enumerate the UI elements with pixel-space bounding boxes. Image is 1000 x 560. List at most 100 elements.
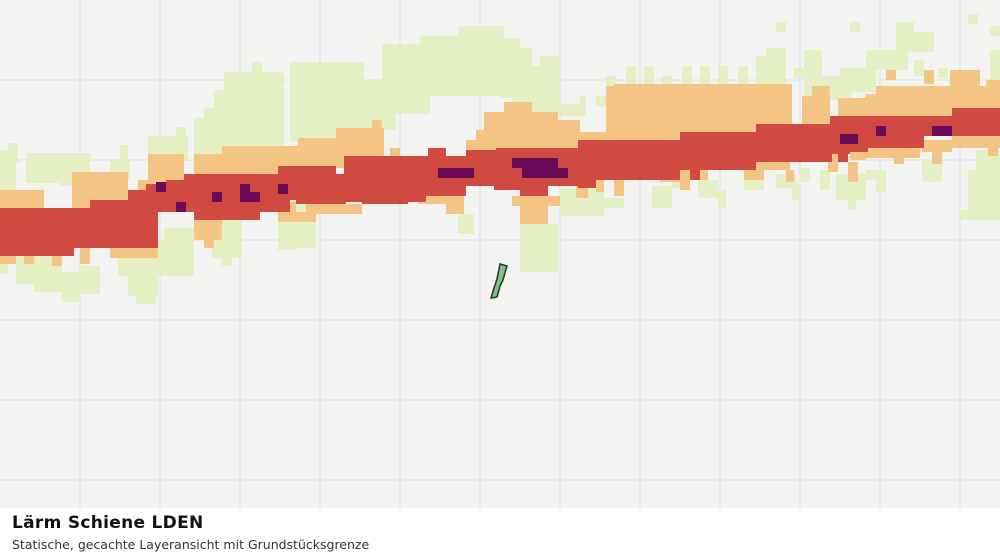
noise-cell-core — [876, 126, 886, 136]
noise-cell-outer — [866, 50, 908, 70]
noise-cell-mid — [504, 102, 532, 112]
noise-cell-outer — [214, 90, 284, 150]
noise-cell-mid — [950, 70, 980, 86]
noise-cell-outer — [776, 22, 786, 32]
noise-cell-outer — [520, 260, 548, 272]
noise-cell-outer — [80, 266, 100, 294]
noise-cell-mid — [698, 170, 708, 180]
noise-cell-mid — [278, 212, 316, 222]
noise-cell-outer — [794, 68, 804, 78]
noise-map-canvas — [0, 0, 1000, 508]
noise-cell-mid — [924, 70, 934, 84]
noise-cell-outer — [990, 50, 1000, 90]
noise-cell-mid — [512, 196, 560, 206]
noise-cell-mid — [812, 86, 830, 106]
noise-cell-mid — [786, 170, 794, 182]
noise-cell-inner — [800, 136, 838, 152]
noise-cell-outer — [540, 56, 560, 96]
noise-cell-outer — [120, 145, 128, 165]
noise-cell-inner — [0, 210, 74, 256]
noise-cell-outer — [458, 26, 504, 96]
noise-cell-outer — [72, 153, 82, 165]
noise-cell-outer — [458, 214, 474, 234]
noise-cell-mid — [876, 86, 996, 106]
noise-map — [0, 0, 1000, 508]
noise-cell-mid — [850, 150, 866, 160]
noise-cell-inner — [240, 182, 290, 192]
noise-cell-outer — [968, 14, 978, 24]
noise-cell-outer — [652, 186, 672, 208]
noise-cell-outer — [938, 68, 948, 78]
noise-cell-outer — [848, 190, 856, 210]
noise-cell-inner — [428, 148, 446, 160]
noise-cell-outer — [904, 32, 934, 52]
noise-cell-outer — [626, 66, 636, 86]
noise-cell-outer — [62, 272, 80, 302]
noise-cell-inner — [520, 180, 548, 196]
noise-cell-outer — [700, 66, 710, 86]
noise-cell-core — [438, 168, 474, 178]
noise-cell-outer — [866, 170, 886, 180]
noise-cell-mid — [194, 218, 222, 240]
noise-cell-inner — [866, 126, 924, 148]
noise-cell-outer — [682, 66, 692, 86]
noise-cell-outer — [820, 170, 830, 190]
noise-cell-core — [512, 158, 558, 168]
noise-cell-outer — [34, 262, 62, 292]
noise-cell-mid — [418, 194, 464, 204]
noise-cell-outer — [840, 68, 876, 92]
noise-cell-outer — [222, 248, 232, 266]
noise-zone-inner — [0, 108, 1000, 256]
noise-cell-outer — [8, 143, 18, 163]
noise-cell-outer — [718, 190, 726, 208]
noise-cell-mid — [680, 180, 690, 190]
noise-cell-outer — [990, 26, 1000, 36]
noise-cell-inner — [838, 150, 848, 162]
noise-cell-outer — [560, 104, 586, 116]
noise-cell-outer — [766, 48, 786, 68]
noise-cell-mid — [90, 172, 128, 190]
noise-cell-outer — [914, 60, 924, 76]
noise-cell-core — [278, 184, 288, 194]
noise-cell-outer — [792, 184, 800, 200]
noise-cell-core — [522, 168, 568, 178]
noise-cell-mid — [986, 80, 1000, 96]
noise-cell-inner — [296, 182, 346, 204]
noise-zone-core — [156, 126, 952, 212]
noise-cell-mid — [614, 180, 624, 196]
noise-cell-outer — [164, 228, 194, 268]
parcel-boundary — [489, 263, 508, 299]
noise-cell-mid — [596, 178, 604, 192]
noise-cell-outer — [0, 262, 8, 274]
noise-cell-core — [530, 166, 540, 176]
noise-cell-mid — [932, 150, 942, 164]
noise-cell-outer — [718, 66, 728, 86]
noise-cell-mid — [838, 98, 868, 118]
noise-cell-mid — [736, 160, 790, 170]
noise-cell-mid — [764, 96, 792, 126]
noise-cell-outer — [960, 210, 988, 220]
noise-cell-outer — [576, 198, 624, 208]
noise-cell-outer — [800, 168, 810, 182]
noise-cell-inner — [578, 168, 596, 188]
noise-cell-outer — [136, 272, 156, 304]
noise-cell-mid — [372, 120, 382, 130]
noise-cell-inner — [690, 170, 700, 180]
noise-cell-core — [212, 192, 222, 202]
noise-cell-outer — [850, 22, 860, 32]
noise-cell-inner — [782, 150, 802, 162]
noise-cell-core — [240, 192, 260, 202]
noise-cell-mid — [520, 206, 548, 224]
noise-cell-mid — [828, 160, 838, 172]
noise-cell-core — [176, 202, 186, 212]
noise-cell-mid — [744, 170, 764, 180]
noise-cell-outer — [278, 232, 296, 250]
noise-cell-mid — [922, 140, 952, 152]
noise-cell-outer — [698, 180, 718, 198]
noise-cell-mid — [16, 190, 26, 200]
noise-cell-outer — [252, 62, 262, 74]
noise-cell-outer — [224, 72, 284, 92]
noise-cell-mid — [894, 150, 904, 164]
layer-title: Lärm Schiene LDEN — [12, 513, 204, 533]
noise-cell-mid — [306, 204, 362, 214]
